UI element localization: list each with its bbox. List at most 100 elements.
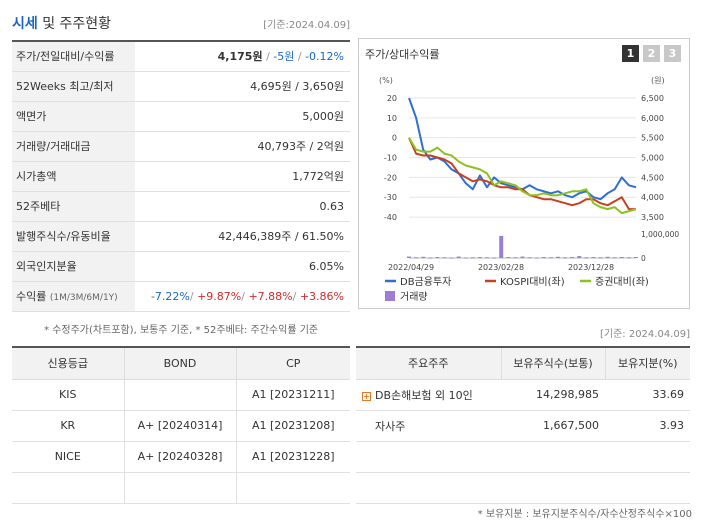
volume-bar [584,257,589,259]
foreign-value: 6.05% [135,251,350,282]
volume-bar [477,257,482,259]
table-row: 시가총액 1,772억원 [12,161,350,192]
holder-footnote: * 보유지분 : 보유지분주식수/자수산정주식수×100 [477,509,692,520]
chart-tab-3[interactable]: 3 [664,45,681,62]
table-row [12,472,350,504]
foreign-label: 외국인지분율 [12,251,135,282]
volume-bar [626,257,631,259]
table-row [356,441,690,473]
volume-bar [541,257,546,259]
chart-tab-2[interactable]: 2 [643,45,660,62]
table-row: 수익률 (1M/3M/6M/1Y) -7.22%/ +9.87%/ +7.88%… [12,281,350,312]
holder-name: 자사주 [356,410,501,442]
volume-bar [577,256,582,258]
volume-bar [563,257,568,259]
return-1m: -7.22% [150,289,190,303]
volume-bar [449,257,454,259]
volume-bar [555,256,560,258]
price-label: 주가/전일대비/수익률 [12,41,135,72]
left-tick-label: -20 [384,173,397,182]
credit-agency [12,472,125,504]
volume-bar [435,257,440,259]
volume-bar [456,256,461,258]
legend-label: 거래량 [400,291,428,303]
volume-label: 거래량/거래대금 [12,131,135,162]
return-period: (1M/3M/6M/1Y) [49,293,118,303]
left-tick-label: 0 [392,134,397,143]
title-accent: 시세 [12,16,38,32]
series-line-1 [408,97,637,201]
series-line-3 [408,137,637,215]
credit-rating-table: 신용등급 BOND CP KIS A1 [20231211] KR A+ [20… [12,346,350,504]
chart-tab-1[interactable]: 1 [622,45,639,62]
holder-header-ratio: 보유지분(%) [605,347,690,380]
credit-agency: NICE [12,441,125,473]
credit-cp: A1 [20231228] [236,441,350,473]
base-date: [기준:2024.04.09] [263,20,350,31]
return-3m: +9.87% [197,289,242,303]
x-tick-label: 2022/04/29 [388,263,434,272]
volume-bar [634,257,638,259]
volume-bar [414,257,419,259]
volume-bar [470,257,475,259]
left-tick-label: -10 [384,154,397,163]
shares-label: 발행주식수/유동비율 [12,221,135,252]
face-label: 액면가 [12,101,135,132]
holder-header-name: 주요주주 [356,347,502,380]
table-row: 52Weeks 최고/최저 4,695원 / 3,650원 [12,71,350,102]
return-6m: +7.88% [248,289,293,303]
volume-bar [527,257,532,259]
holder-shares: 14,298,985 [501,379,605,411]
volume-bar [421,256,426,258]
return-label: 수익률 [16,290,47,303]
holder-shares [501,472,605,504]
volume-bar [548,257,553,259]
table-row: KIS A1 [20231211] [12,379,350,411]
volume-bar [612,257,617,259]
table-row [356,472,690,504]
left-tick-label: -30 [384,193,397,202]
left-axis-unit: (%) [379,76,393,85]
table-row: 발행주식수/유동비율 42,446,389주 / 61.50% [12,221,350,252]
credit-agency: KR [12,410,125,442]
right-axis-unit: (원) [651,76,665,85]
table-row: 주가/전일대비/수익률 4,175원 / -5원 / -0.12% [12,41,350,72]
holder-header-shares: 보유주식수(보통) [501,347,606,380]
credit-header-cp: CP [236,347,350,380]
holder-ratio: 33.69 [605,379,690,411]
volume-bar [506,257,511,259]
volume-bar [428,257,433,259]
holder-name-cell[interactable]: + DB손해보험 외 10인 [356,379,501,411]
volume-bar [492,257,497,259]
credit-bond: A+ [20240328] [124,441,237,473]
volume-bar [605,256,610,258]
shares-value: 42,446,389주 / 61.50% [135,221,350,252]
volume-bar [570,257,575,259]
holder-header-row: 주요주주 보유주식수(보통) 보유지분(%) [356,347,690,380]
volume-bar [499,235,504,258]
holder-ratio [605,472,690,504]
credit-agency: KIS [12,379,125,411]
right-tick-label: 6,500 [641,94,664,103]
left-tick-label: 20 [387,94,397,103]
series-line-2 [408,137,636,211]
volume-value: 40,793주 / 2억원 [135,131,350,162]
holder-shares [501,441,605,473]
table-row: 거래량/거래대금 40,793주 / 2억원 [12,131,350,162]
right-tick-label: 3,500 [641,213,664,222]
volume-bar [485,257,490,259]
holder-name [356,472,501,504]
volume-tick-label: 0 [641,254,646,263]
mcap-label: 시가총액 [12,161,135,192]
holder-name: DB손해보험 외 10인 [375,388,473,402]
week52-value: 4,695원 / 3,650원 [135,71,350,102]
right-tick-label: 5,000 [641,154,664,163]
legend-swatch [385,291,395,301]
title-rest: 및 주주현황 [37,16,112,32]
section-header: 시세 및 주주현황 [기준:2024.04.09] [12,10,350,34]
volume-bar [407,256,411,258]
volume-bar [520,256,525,258]
expand-plus-icon[interactable]: + [362,391,371,401]
price-value-cell: 4,175원 / -5원 / -0.12% [135,41,350,72]
right-tick-label: 4,000 [641,193,664,202]
